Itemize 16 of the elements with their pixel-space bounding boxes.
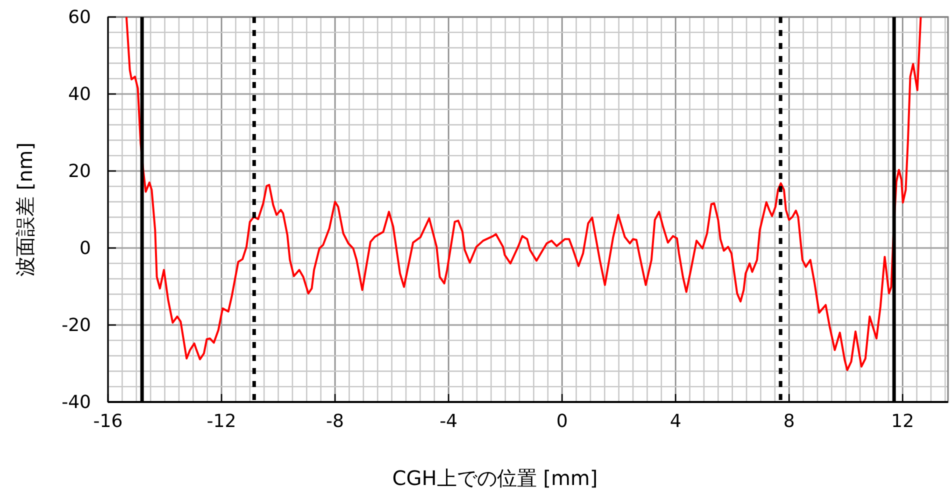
x-axis-title: CGH上での位置 [mm] xyxy=(392,466,598,490)
x-tick-label: 12 xyxy=(891,411,914,432)
x-tick-label: 4 xyxy=(670,411,682,432)
x-tick-label: 8 xyxy=(783,411,795,432)
x-tick-label: -4 xyxy=(440,411,458,432)
y-tick-label: 20 xyxy=(68,161,91,182)
y-tick-label: -40 xyxy=(62,392,91,413)
y-tick-label: 40 xyxy=(68,84,91,105)
y-tick-label: -20 xyxy=(62,315,91,336)
y-axis-title: 波面誤差 [nm] xyxy=(13,142,37,277)
y-tick-label: 60 xyxy=(68,7,91,28)
x-tick-label: -12 xyxy=(206,411,236,432)
x-tick-label: -8 xyxy=(326,411,344,432)
y-tick-label: 0 xyxy=(80,238,91,259)
x-tick-label: -16 xyxy=(93,411,123,432)
x-tick-label: 0 xyxy=(556,411,568,432)
